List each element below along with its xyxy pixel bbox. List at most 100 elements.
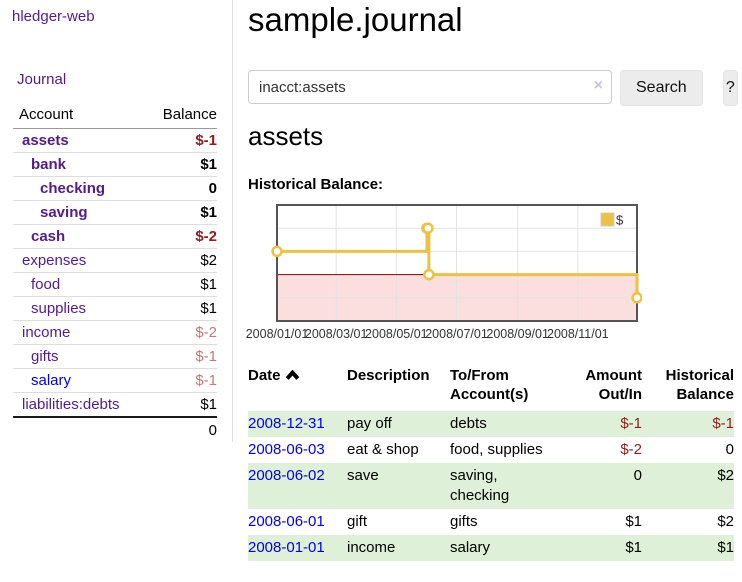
transaction-description: eat & shop [347, 441, 419, 458]
svg-text:2008/11/01: 2008/11/01 [547, 327, 609, 341]
sidebar-account-row: expenses $2 [13, 248, 217, 273]
register-body: 2008-12-31 pay off debts $-1 $-1 2008-06-03 ea… [248, 411, 734, 561]
sidebar: hledger-web Journal Account Balance asse… [0, 0, 233, 443]
register-table: Date Description To/From Account(s) Amou… [248, 362, 734, 561]
transaction-date-cell: 2008-06-01 [248, 509, 347, 535]
transaction-balance: $2 [717, 467, 734, 484]
transaction-accounts: debts [450, 415, 487, 432]
sidebar-account-row: saving $1 [13, 200, 217, 225]
register-row: 2008-06-02 save saving, checking 0 $2 [248, 463, 734, 509]
sidebar-account-link[interactable]: supplies [31, 300, 87, 317]
sidebar-account-link[interactable]: income [22, 324, 71, 341]
sidebar-account-link[interactable]: liabilities:debts [22, 396, 120, 413]
search-input-wrap: × [248, 70, 612, 104]
register-row: 2008-06-01 gift gifts $1 $2 [248, 509, 734, 535]
sidebar-account-row: bank $1 [13, 152, 217, 177]
column-header-accounts[interactable]: To/From Account(s) [450, 367, 529, 403]
transaction-date-cell: 2008-06-03 [248, 437, 347, 463]
chart-section-label: Historical Balance: [248, 176, 384, 193]
sidebar-account-link[interactable]: food [31, 276, 61, 293]
balance-chart: 2008/01/012008/03/012008/05/012008/07/01… [246, 204, 643, 341]
svg-text:2008/07/01: 2008/07/01 [425, 327, 488, 341]
sidebar-account-row: income $-2 [13, 320, 217, 345]
sidebar-account-link[interactable]: bank [31, 156, 67, 173]
account-balance: $-2 [143, 320, 217, 345]
transaction-accounts: salary [450, 539, 491, 556]
transaction-date-cell: 2008-01-01 [248, 535, 347, 561]
search-bar: × Search ? [248, 70, 738, 106]
balance-column-header: Balance [143, 104, 217, 129]
account-balance: $1 [143, 296, 217, 321]
svg-text:2008/09/01: 2008/09/01 [486, 327, 549, 341]
app-brand-link[interactable]: hledger-web [12, 8, 95, 25]
transaction-date-link[interactable]: 2008-01-01 [248, 539, 325, 556]
search-button[interactable]: Search [620, 70, 703, 106]
transaction-description: pay off [347, 415, 392, 432]
sidebar-account-row: checking 0 [13, 176, 217, 201]
page-title: sample.journal [248, 1, 463, 38]
transaction-balance: $1 [717, 539, 734, 556]
account-balance: $1 [143, 392, 217, 418]
column-header-description[interactable]: Description [347, 367, 430, 384]
account-balance: $-1 [143, 368, 217, 393]
account-page-title: assets [248, 121, 324, 151]
transaction-description: income [347, 539, 396, 556]
sidebar-account-row: salary $-1 [13, 368, 217, 393]
transaction-date-link[interactable]: 2008-06-02 [248, 467, 325, 484]
column-header-amount[interactable]: Amount Out/In [585, 367, 642, 403]
transaction-balance: $2 [717, 513, 734, 530]
transaction-description: save [347, 467, 379, 484]
accounts-table: Account Balance assets $-1 bank $1 checking 0… [13, 104, 217, 443]
transaction-amount: $-1 [620, 415, 642, 432]
transaction-accounts: gifts [450, 513, 478, 530]
register-row: 2008-01-01 income salary $1 $1 [248, 535, 734, 561]
transaction-amount: $-2 [620, 441, 642, 458]
sidebar-account-link[interactable]: salary [31, 372, 72, 389]
svg-text:2008/03/01: 2008/03/01 [305, 327, 368, 341]
search-input[interactable] [248, 70, 612, 104]
account-balance: $-1 [143, 344, 217, 369]
transaction-date-cell: 2008-12-31 [248, 411, 347, 437]
transaction-amount: $1 [625, 513, 642, 530]
column-header-balance[interactable]: Historical Balance [665, 367, 734, 403]
account-balance: $-2 [143, 224, 217, 249]
register-row: 2008-06-03 eat & shop food, supplies $-2 0 [248, 437, 734, 463]
transaction-amount: 0 [633, 467, 642, 484]
sidebar-account-row: food $1 [13, 272, 217, 297]
svg-text:2008/05/01: 2008/05/01 [365, 327, 428, 341]
register-row: 2008-12-31 pay off debts $-1 $-1 [248, 411, 734, 437]
sidebar-account-link[interactable]: expenses [22, 252, 87, 269]
sidebar-item-journal[interactable]: Journal [17, 71, 67, 88]
account-balance: $1 [143, 152, 217, 177]
sidebar-account-link[interactable]: cash [31, 228, 66, 245]
accounts-total-value: 0 [143, 416, 217, 443]
sidebar-accounts-body: assets $-1 bank $1 checking 0 saving $1 cash $-2 e… [13, 128, 217, 418]
transaction-date-cell: 2008-06-02 [248, 463, 347, 509]
transaction-amount: $1 [625, 539, 642, 556]
sidebar-account-link[interactable]: checking [40, 180, 106, 197]
sidebar-account-row: assets $-1 [13, 128, 217, 153]
transaction-balance: 0 [725, 441, 734, 458]
clear-search-icon[interactable]: × [593, 77, 603, 94]
sidebar-account-link[interactable]: saving [40, 204, 88, 221]
svg-text:2008/01/01: 2008/01/01 [246, 327, 308, 341]
help-button[interactable]: ? [722, 70, 738, 106]
transaction-accounts: food, supplies [450, 441, 543, 458]
accounts-total-row: 0 [13, 416, 217, 443]
sidebar-account-link[interactable]: gifts [31, 348, 59, 365]
svg-text:$: $ [616, 213, 624, 228]
transaction-date-link[interactable]: 2008-06-01 [248, 513, 325, 530]
sidebar-account-row: gifts $-1 [13, 344, 217, 369]
transaction-balance: $-1 [712, 415, 734, 432]
transaction-description: gift [347, 513, 368, 530]
accounts-header-row: Account Balance [13, 104, 217, 129]
transaction-date-link[interactable]: 2008-12-31 [248, 415, 325, 432]
account-balance: 0 [143, 176, 217, 201]
transaction-accounts: saving, checking [450, 467, 510, 504]
account-balance: $1 [143, 272, 217, 297]
transaction-date-link[interactable]: 2008-06-03 [248, 441, 325, 458]
sidebar-account-link[interactable]: assets [22, 132, 69, 149]
column-header-date[interactable]: Date [248, 362, 347, 411]
sidebar-account-row: liabilities:debts $1 [13, 392, 217, 418]
account-balance: $-1 [143, 128, 217, 153]
